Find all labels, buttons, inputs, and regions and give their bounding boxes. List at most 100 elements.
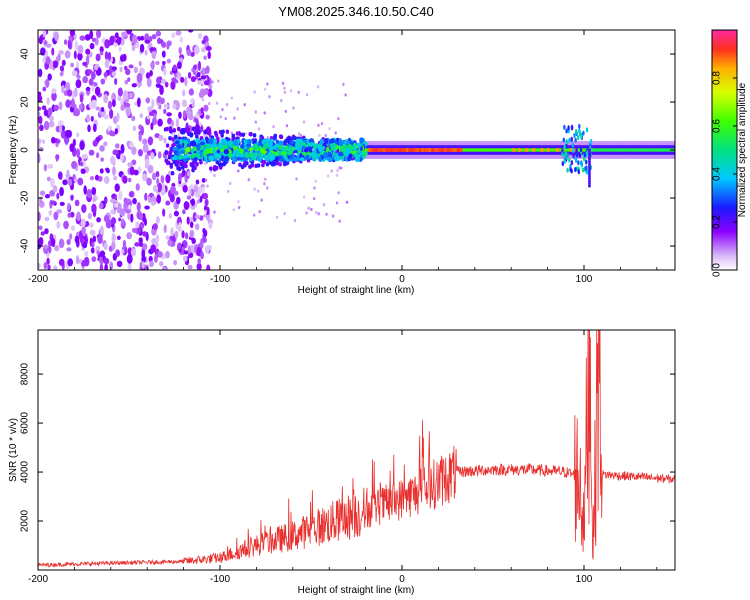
spectrogram-cell	[66, 89, 73, 97]
spectrogram-cell	[441, 148, 445, 152]
spectrogram-cell	[308, 138, 315, 144]
spectrogram-cell	[63, 39, 68, 45]
spectrogram-cell	[156, 37, 162, 45]
spectrogram-cell	[398, 148, 402, 152]
spectrogram-cell	[390, 148, 394, 152]
spectrogram-cell	[285, 124, 289, 128]
spectrogram-cell	[181, 230, 185, 239]
spectrogram-cell	[139, 113, 144, 119]
spectrogram-cell	[208, 84, 213, 90]
spectrogram-cell	[189, 244, 196, 255]
spectrogram-cell	[145, 158, 150, 167]
spectrogram-cell	[148, 111, 154, 116]
spectrogram-cell	[237, 200, 240, 204]
spectrogram-cell	[163, 266, 167, 270]
spectrogram-cell	[228, 181, 232, 186]
spectrogram-cell	[97, 234, 103, 244]
spectrogram-cell	[241, 138, 245, 145]
spectrogram-cell	[147, 106, 153, 113]
spectrogram-cell	[428, 148, 433, 152]
spectrogram-cell	[195, 142, 201, 150]
spectrogram-cell	[64, 50, 71, 59]
spectrogram-cell	[382, 148, 387, 152]
spectrogram-cell	[158, 261, 164, 267]
spectrogram-cell	[302, 195, 306, 199]
spectrogram-cell	[264, 177, 267, 181]
spectrogram-cell	[89, 229, 96, 236]
spectrogram-cell	[56, 192, 60, 200]
spectrogram-y-axis: -40 -20 0 20 40	[20, 48, 675, 253]
spectrogram-cell	[150, 200, 155, 206]
spectrogram-cell	[181, 165, 185, 170]
spectrogram-cell	[77, 177, 84, 186]
spectrogram-cell	[110, 155, 116, 165]
spectrogram-cell	[278, 140, 284, 146]
spectrogram-cell	[117, 36, 122, 43]
spectrogram-cell	[395, 148, 400, 152]
spectrogram-cell	[269, 160, 274, 166]
spectrogram-cell	[175, 140, 180, 145]
spectrogram-cell	[126, 253, 133, 264]
spectrogram-cell	[70, 62, 75, 68]
spectrogram-cell	[263, 87, 267, 91]
spectrogram-cell	[287, 150, 292, 156]
spectrogram-cell	[316, 85, 320, 89]
snr-xtick-label: -100	[210, 574, 230, 585]
spectrogram-cell	[208, 155, 215, 161]
spectrogram-cell	[456, 148, 461, 152]
spectrogram-cell	[195, 179, 200, 185]
colorbar-tick-label: 0.6	[712, 119, 723, 133]
spectrogram-cell	[65, 99, 71, 108]
spectrogram-cell	[178, 222, 182, 231]
spectrogram-cell	[302, 120, 306, 124]
spectrogram-cell	[176, 143, 182, 150]
spectrogram-cell	[332, 152, 336, 156]
spectrogram-cell	[194, 131, 199, 136]
spectrogram-cell	[446, 148, 451, 152]
spectrogram-cell	[145, 72, 151, 79]
spectrogram-cell	[233, 145, 238, 151]
spectrogram-cell	[120, 248, 125, 254]
spectrogram-cell	[222, 161, 226, 167]
spectrogram-cell	[176, 72, 182, 80]
spectrogram-cell	[194, 223, 200, 231]
spectrogram-cell	[186, 171, 191, 177]
spectrogram-cell	[165, 126, 169, 132]
spectrogram-cell	[172, 103, 177, 110]
spectrogram-cell	[566, 152, 569, 158]
spectrogram-cell	[76, 148, 81, 159]
spectrogram-cell	[50, 200, 56, 205]
spectrogram-cell	[74, 235, 80, 244]
spectrogram-cell	[78, 103, 83, 110]
spectrogram-cell	[369, 148, 374, 152]
spectrogram-cell	[178, 111, 182, 119]
snr-xlabel: Height of straight line (km)	[298, 585, 415, 596]
spectrogram-cell	[59, 65, 65, 72]
spectrogram-cell	[144, 192, 148, 201]
spectrogram-cell	[177, 173, 182, 182]
spectrogram-cell	[283, 86, 286, 90]
spectrogram-cell	[201, 178, 206, 183]
spectrogram-cell	[169, 70, 173, 75]
spectrogram-cell	[103, 71, 108, 78]
spectrogram-cell	[582, 130, 585, 136]
spectrogram-cell	[577, 135, 580, 141]
spectrogram-cell	[89, 30, 94, 40]
spectrogram-cell	[98, 175, 103, 182]
spectrogram-cell	[190, 98, 194, 104]
spectrogram-cell	[59, 201, 65, 207]
spectrogram-cell	[83, 256, 90, 267]
spectrogram-cell	[156, 177, 160, 185]
spectrogram-cell	[346, 147, 351, 154]
spectrogram-cell	[436, 148, 440, 152]
spectrogram-cell	[71, 98, 75, 108]
spectrogram-cell	[99, 46, 104, 53]
spectrogram-cell	[139, 43, 145, 53]
spectrogram-cell	[158, 134, 164, 141]
spectrogram-cell	[415, 148, 420, 152]
spectrogram-cell	[91, 241, 95, 248]
colorbar-scale	[711, 29, 738, 271]
spectrogram-cell	[91, 85, 95, 92]
spectrogram-cell	[201, 185, 205, 194]
spectrogram-cell	[585, 127, 589, 133]
